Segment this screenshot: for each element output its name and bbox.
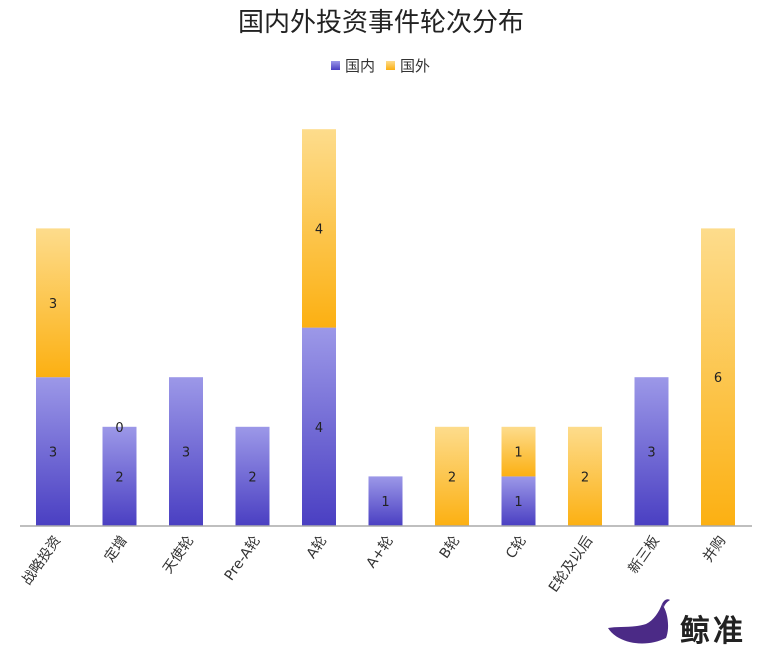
data-label-domestic-1: 2 <box>115 470 123 485</box>
data-label-domestic-0: 3 <box>49 446 57 461</box>
bar-domestic-2 <box>169 377 203 526</box>
x-tick-label-3: Pre-A轮 <box>222 533 264 584</box>
x-tick-label-6: B轮 <box>437 533 464 562</box>
x-tick-label-1: 定增 <box>102 533 131 565</box>
data-label-domestic-5: 1 <box>381 495 389 510</box>
x-tick-label-5: A+轮 <box>363 533 396 571</box>
x-tick-label-10: 并购 <box>700 533 729 565</box>
bar-domestic-4 <box>302 327 336 526</box>
bar-domestic-1 <box>102 426 137 526</box>
data-label-foreign-4: 4 <box>315 222 323 237</box>
x-tick-label-0: 战略投资 <box>19 533 64 588</box>
data-label-domestic-4: 4 <box>315 421 323 436</box>
data-label-domestic-9: 3 <box>647 446 655 461</box>
data-labels: 3 3 2 0 3 2 4 4 1 2 1 1 2 3 6 <box>49 222 722 510</box>
data-label-foreign-6: 2 <box>448 470 456 485</box>
data-label-domestic-2: 3 <box>182 446 190 461</box>
x-tick-label-8: E轮及以后 <box>546 533 596 595</box>
bar-foreign-6 <box>435 426 469 526</box>
x-tick-label-2: 天使轮 <box>159 533 197 577</box>
data-label-foreign-1: 0 <box>115 421 123 436</box>
x-tick-label-9: 新三板 <box>626 533 663 577</box>
bars <box>36 129 735 526</box>
bar-domestic-9 <box>634 377 669 526</box>
legend-label-foreign: 国外 <box>400 57 430 75</box>
legend-swatch-foreign <box>386 61 395 70</box>
data-label-foreign-7: 1 <box>514 446 522 461</box>
data-label-domestic-3: 2 <box>248 470 256 485</box>
x-tick-labels: 战略投资 定增 天使轮 Pre-A轮 A轮 A+轮 B轮 C轮 E轮及以后 新三板 并购 <box>19 533 729 596</box>
bar-foreign-10 <box>701 228 735 526</box>
legend-label-domestic: 国内 <box>345 57 375 75</box>
bar-foreign-4 <box>302 129 336 328</box>
brand-watermark: 鲸准 <box>680 614 746 649</box>
x-tick-label-7: C轮 <box>503 533 530 562</box>
bar-domestic-7 <box>501 476 536 526</box>
data-label-foreign-0: 3 <box>49 297 57 312</box>
bar-domestic-0 <box>36 377 70 526</box>
data-label-foreign-8: 2 <box>581 470 589 485</box>
bar-domestic-5 <box>368 476 403 526</box>
whale-icon <box>608 599 670 644</box>
bar-foreign-8 <box>568 426 602 526</box>
data-label-foreign-10: 6 <box>714 371 722 386</box>
x-tick-label-4: A轮 <box>304 533 331 561</box>
bar-domestic-3 <box>235 426 270 526</box>
bar-foreign-7 <box>501 426 536 477</box>
chart-title: 国内外投资事件轮次分布 <box>238 8 524 38</box>
bar-foreign-0 <box>36 228 70 378</box>
legend: 国内 国外 <box>331 57 430 75</box>
data-label-domestic-7: 1 <box>514 495 522 510</box>
legend-swatch-domestic <box>331 61 340 70</box>
